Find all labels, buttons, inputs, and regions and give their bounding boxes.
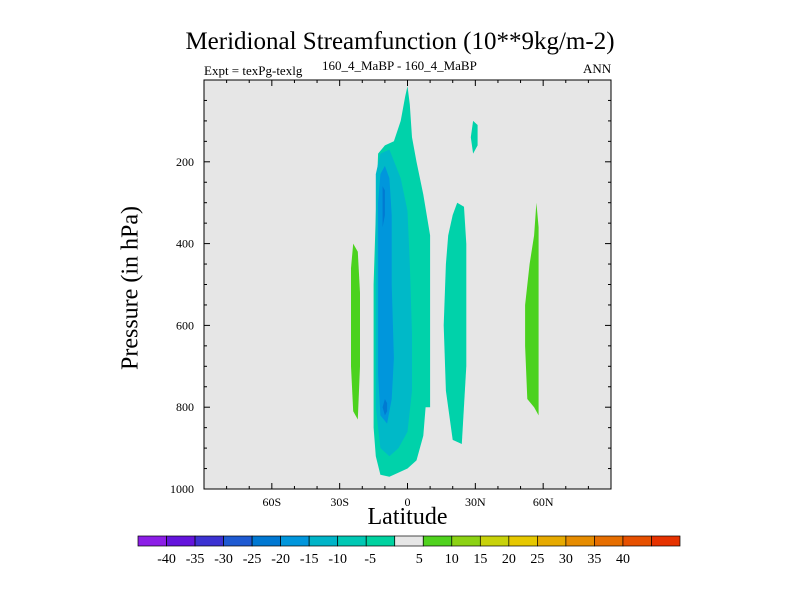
colorbar-cell — [194, 535, 224, 547]
contour-region-8 — [525, 202, 539, 416]
x-axis-label: Latitude — [367, 504, 448, 530]
colorbar-label: -35 — [186, 552, 205, 567]
colorbar-label: -5 — [364, 552, 376, 567]
colorbar-cell — [137, 535, 167, 547]
y-tick-label: 1000 — [170, 482, 194, 496]
colorbar-label: 15 — [473, 552, 487, 567]
colorbar-label: 35 — [587, 552, 601, 567]
colorbar-cell — [651, 535, 681, 547]
y-tick-label: 600 — [176, 318, 194, 332]
x-tick-label: 0 — [405, 495, 411, 509]
x-axis-ticks: 60S 30S 0 30N 60N — [226, 80, 589, 509]
colorbar-label: -40 — [157, 552, 176, 567]
contour-region-6 — [470, 120, 478, 154]
colorbar-label: -20 — [271, 552, 290, 567]
colorbar-cell — [394, 535, 424, 547]
subtitle-left: Expt = texPg-texlg — [204, 63, 303, 78]
colorbar-cell — [451, 535, 481, 547]
contour-regions — [351, 86, 539, 477]
colorbar-label: 20 — [502, 552, 516, 567]
colorbar-cell — [422, 535, 453, 547]
colorbar-cell — [223, 535, 253, 547]
colorbar-cell — [365, 535, 396, 547]
colorbar-label: 40 — [616, 552, 630, 567]
colorbar-cell — [508, 535, 538, 547]
colorbar-label: -25 — [243, 552, 262, 567]
colorbar-cell — [537, 535, 567, 547]
contour-region-5 — [443, 202, 467, 444]
x-tick-label: 60N — [533, 495, 554, 509]
colorbar-cell — [479, 535, 510, 547]
contour-region-4 — [382, 399, 388, 416]
colorbar-cell — [594, 535, 624, 547]
colorbar-cell — [565, 535, 595, 547]
x-tick-label: 30N — [465, 495, 486, 509]
colorbar-label: -15 — [300, 552, 319, 567]
colorbar-cell — [622, 535, 652, 547]
y-tick-label: 200 — [176, 155, 194, 169]
y-tick-label: 800 — [176, 400, 194, 414]
colorbar-label: -10 — [328, 552, 347, 567]
subtitle-center: 160_4_MaBP - 160_4_MaBP — [322, 58, 477, 73]
colorbar-cell — [280, 535, 310, 547]
contour-region-2 — [378, 165, 394, 424]
colorbar-cell — [308, 535, 339, 547]
contour-region-7 — [351, 243, 360, 420]
contour-region-3 — [382, 186, 385, 228]
chart-title: Meridional Streamfunction (10**9kg/m-2) — [185, 28, 615, 55]
colorbar-cell — [337, 535, 367, 547]
colorbar-label: 5 — [416, 552, 423, 567]
colorbar-label: 10 — [445, 552, 459, 567]
subtitle-right: ANN — [583, 61, 612, 76]
colorbar-label: -30 — [214, 552, 233, 567]
colorbar-label: 30 — [559, 552, 573, 567]
colorbar-label: 25 — [530, 552, 544, 567]
y-axis-ticks: 200 400 600 800 1000 — [170, 99, 611, 496]
colorbar-cell — [251, 535, 281, 547]
y-tick-label: 400 — [176, 237, 194, 251]
x-tick-label: 30S — [330, 495, 349, 509]
colorbar: -40 -35 -30 -25 -20 -15 -10 -5 5 10 15 20 25 30 35 40 — [137, 535, 681, 567]
x-tick-label: 60S — [262, 495, 281, 509]
colorbar-cell — [166, 535, 196, 547]
